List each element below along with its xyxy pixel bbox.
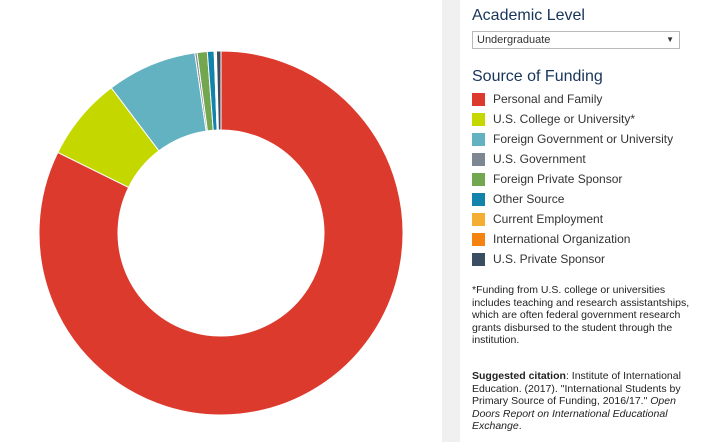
- legend-swatch: [472, 112, 485, 126]
- dropdown-arrow-icon: ▼: [666, 35, 674, 44]
- filter-legend-panel: Academic Level Undergraduate ▼ Source of…: [460, 0, 704, 442]
- legend-item-u-s-college-or-university[interactable]: U.S. College or University*: [472, 109, 673, 129]
- legend: Personal and Family U.S. College or Unive…: [472, 89, 673, 269]
- panel-divider: [442, 0, 460, 442]
- legend-label: Foreign Private Sponsor: [493, 172, 623, 186]
- donut-chart: [38, 50, 404, 416]
- academic-level-selected-value: Undergraduate: [477, 34, 551, 46]
- citation-text: : Institute of International Education. …: [472, 370, 681, 407]
- legend-swatch: [472, 132, 485, 146]
- slice-u-s-private-sponsor[interactable]: [215, 50, 222, 131]
- legend-item-foreign-government-or-university[interactable]: Foreign Government or University: [472, 129, 673, 149]
- legend-item-u-s-government[interactable]: U.S. Government: [472, 149, 673, 169]
- suggested-citation: Suggested citation: Institute of Interna…: [472, 370, 702, 433]
- legend-label: Current Employment: [493, 212, 604, 226]
- source-of-funding-title: Source of Funding: [472, 68, 603, 85]
- academic-level-title: Academic Level: [472, 7, 585, 24]
- legend-item-other-source[interactable]: Other Source: [472, 189, 673, 209]
- citation-source: Open Doors Report on International Educa…: [472, 395, 676, 432]
- funding-footnote: *Funding from U.S. college or universiti…: [472, 284, 690, 346]
- academic-level-select[interactable]: Undergraduate ▼: [472, 31, 680, 49]
- legend-swatch: [472, 192, 485, 206]
- legend-swatch: [472, 252, 485, 266]
- legend-label: Other Source: [493, 192, 565, 206]
- legend-item-international-organization[interactable]: International Organization: [472, 229, 673, 249]
- legend-swatch: [472, 212, 485, 226]
- legend-label: Personal and Family: [493, 92, 603, 106]
- legend-swatch: [472, 152, 485, 166]
- legend-label: U.S. Private Sponsor: [493, 252, 606, 266]
- legend-item-personal-and-family[interactable]: Personal and Family: [472, 89, 673, 109]
- legend-swatch: [472, 232, 485, 246]
- citation-label: Suggested citation: [472, 370, 566, 382]
- legend-label: U.S. College or University*: [493, 112, 636, 126]
- citation-end: .: [518, 420, 522, 432]
- donut-chart-svg: [38, 50, 404, 416]
- slice-personal-and-family[interactable]: [38, 50, 404, 416]
- legend-swatch: [472, 172, 485, 186]
- legend-label: Foreign Government or University: [493, 132, 674, 146]
- legend-label: U.S. Government: [493, 152, 586, 166]
- legend-item-foreign-private-sponsor[interactable]: Foreign Private Sponsor: [472, 169, 673, 189]
- legend-item-u-s-private-sponsor[interactable]: U.S. Private Sponsor: [472, 249, 673, 269]
- legend-label: International Organization: [493, 232, 631, 246]
- legend-item-current-employment[interactable]: Current Employment: [472, 209, 673, 229]
- legend-swatch: [472, 92, 485, 106]
